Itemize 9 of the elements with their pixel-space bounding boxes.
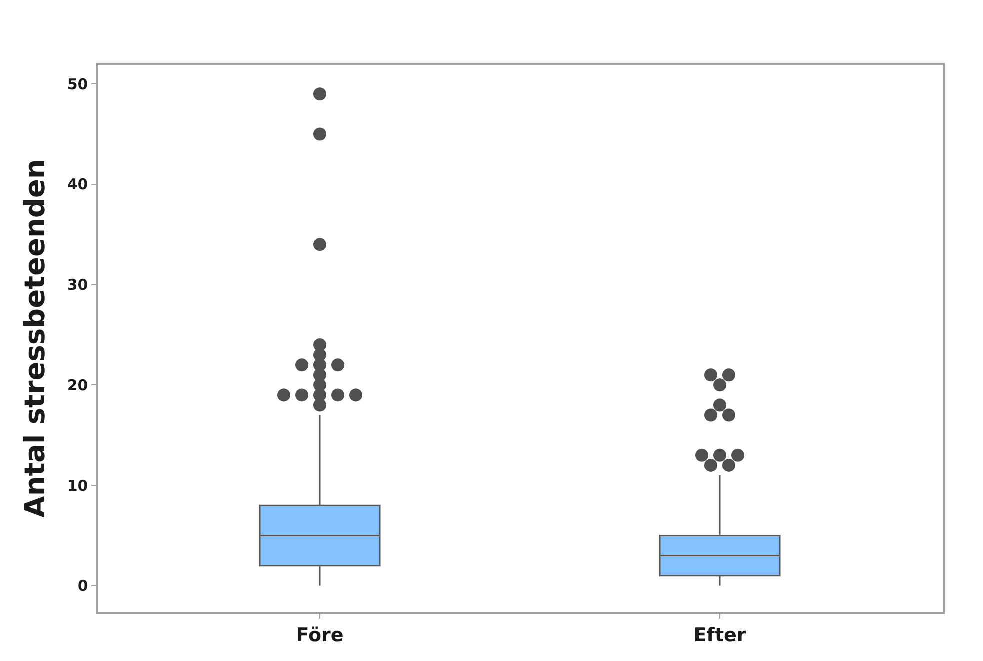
- y-axis-title: Antal stressbeteenden: [18, 159, 52, 518]
- y-tick-label: 50: [67, 75, 88, 94]
- x-tick-label: Efter: [694, 624, 747, 647]
- y-tick-label: 20: [67, 376, 88, 394]
- y-tick-label: 10: [67, 476, 88, 495]
- x-tick-label: Före: [296, 624, 344, 647]
- y-tick-label: 30: [67, 276, 88, 294]
- y-tick-label: 0: [78, 577, 88, 596]
- y-tick-label: 40: [67, 176, 88, 194]
